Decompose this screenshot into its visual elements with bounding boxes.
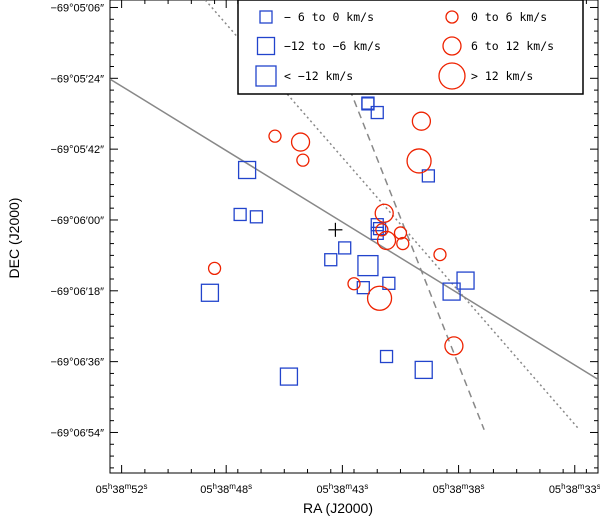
data-markers [200,96,475,386]
blue-square-marker [382,276,396,290]
legend-label: > 12 km/s [471,69,533,83]
legend-box [237,0,584,95]
y-tick-label: −69°06′00″ [51,215,105,227]
legend-square-marker [256,36,276,56]
legend-label: − 6 to 0 km/s [284,10,374,24]
x-tick-label: 05h38m52s [96,482,148,496]
x-tick-labels: 05h38m52s 05h38m48s 05h38m43s 05h38m38s 05h3… [96,482,600,496]
blue-square-marker [361,97,375,111]
y-tick-label: −69°06′18″ [51,286,105,298]
legend-label: < −12 km/s [284,69,353,83]
blue-square-marker [249,210,264,224]
y-tick-label: −69°06′36″ [51,357,105,369]
red-circle-marker [393,226,408,240]
blue-square-marker [361,96,375,110]
legend-circle-marker [438,62,466,90]
x-axis-title: RA (J2000) [303,500,373,516]
legend-label: 6 to 12 km/s [471,39,554,53]
legend-circle-marker [442,36,462,56]
blue-square-marker [338,241,352,255]
blue-square-marker [370,105,384,120]
red-circle-marker [296,153,310,167]
red-circle-marker [207,261,222,276]
blue-square-marker [379,349,394,364]
red-circle-marker [406,148,432,174]
y-tick-label: −69°05′42″ [51,144,105,156]
y-axis-title: DEC (J2000) [6,198,22,279]
legend-square-marker [255,65,277,87]
blue-square-marker [233,207,247,222]
center-cross-marker [328,222,343,237]
x-tick-label: 05h38m38s [433,482,485,496]
legend-circle-marker [445,10,459,24]
y-tick-label: −69°06′54″ [51,427,105,439]
red-circle-marker [411,111,432,131]
legend-square-marker [259,10,273,24]
y-tick-labels: −69°05′06″ −69°05′24″ −69°05′42″ −69°06′00″… [51,2,105,439]
y-tick-label: −69°05′06″ [51,2,105,14]
blue-square-marker [356,281,370,295]
blue-square-marker [421,169,436,183]
blue-square-marker [324,253,338,267]
blue-square-marker [442,282,461,301]
blue-square-marker [279,367,299,386]
blue-square-marker [414,360,433,380]
y-tick-label: −69°05′24″ [51,73,105,85]
red-circle-marker [375,223,389,237]
red-circle-marker [396,236,410,251]
blue-square-marker [200,283,220,302]
x-tick-label: 05h38m43s [316,482,368,496]
blue-square-marker [357,254,379,277]
legend: − 6 to 0 km/s −12 to −6 km/s < −12 km/s 0 t… [237,0,584,95]
red-circle-marker [347,277,361,291]
legend-label: −12 to −6 km/s [284,39,381,53]
red-circle-marker [290,132,311,152]
red-circle-marker [374,203,394,223]
x-tick-label: 05h38m33s [549,482,600,496]
solid-reference-line [110,78,598,380]
red-circle-marker [433,247,447,262]
blue-square-marker [456,271,475,290]
legend-label: 0 to 6 km/s [471,10,547,24]
blue-square-marker [237,160,257,180]
x-tick-label: 05h38m48s [200,482,252,496]
red-circle-marker [366,285,393,311]
red-circle-marker [444,336,464,356]
red-circle-marker [376,230,397,251]
red-circle-marker [268,129,282,143]
